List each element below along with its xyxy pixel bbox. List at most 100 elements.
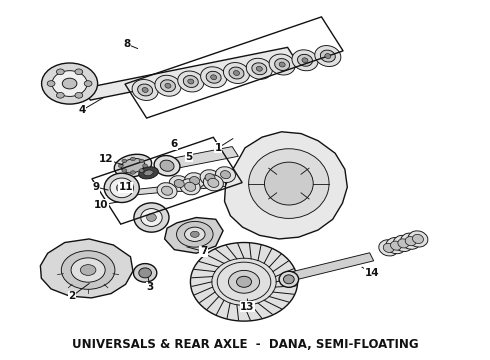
Ellipse shape — [203, 175, 223, 191]
Ellipse shape — [297, 54, 313, 66]
Ellipse shape — [320, 50, 335, 62]
Text: 4: 4 — [78, 105, 85, 115]
Ellipse shape — [413, 234, 423, 243]
Ellipse shape — [265, 162, 313, 205]
Text: 2: 2 — [69, 291, 75, 301]
Ellipse shape — [398, 239, 409, 248]
Circle shape — [47, 81, 55, 86]
Ellipse shape — [315, 46, 341, 67]
Ellipse shape — [183, 76, 198, 87]
Ellipse shape — [401, 233, 420, 249]
Text: 13: 13 — [240, 302, 255, 312]
Ellipse shape — [160, 160, 174, 171]
Text: 3: 3 — [147, 282, 154, 292]
Polygon shape — [282, 253, 374, 282]
Ellipse shape — [52, 71, 87, 96]
Ellipse shape — [220, 171, 230, 179]
Ellipse shape — [162, 186, 172, 195]
Ellipse shape — [200, 170, 220, 185]
Ellipse shape — [180, 179, 200, 195]
Ellipse shape — [71, 258, 105, 282]
Ellipse shape — [188, 79, 194, 84]
Ellipse shape — [228, 270, 260, 293]
Ellipse shape — [205, 174, 215, 182]
Text: 11: 11 — [119, 182, 133, 192]
Polygon shape — [165, 217, 223, 253]
Circle shape — [143, 164, 147, 167]
Ellipse shape — [391, 241, 401, 250]
Polygon shape — [224, 132, 347, 239]
Ellipse shape — [279, 271, 298, 287]
Polygon shape — [173, 147, 238, 168]
Ellipse shape — [292, 50, 318, 71]
Ellipse shape — [190, 176, 199, 185]
Text: 8: 8 — [123, 39, 131, 49]
Ellipse shape — [223, 63, 249, 84]
Circle shape — [139, 159, 144, 163]
Ellipse shape — [169, 176, 189, 192]
Ellipse shape — [405, 237, 416, 246]
Circle shape — [75, 69, 83, 75]
Ellipse shape — [139, 167, 158, 179]
Ellipse shape — [110, 178, 133, 198]
Text: 12: 12 — [99, 154, 113, 164]
Ellipse shape — [248, 149, 329, 219]
Ellipse shape — [208, 178, 219, 188]
Ellipse shape — [139, 268, 151, 278]
Ellipse shape — [134, 203, 169, 232]
Ellipse shape — [114, 154, 151, 177]
Ellipse shape — [252, 63, 267, 75]
Ellipse shape — [142, 87, 148, 93]
Ellipse shape — [121, 158, 145, 173]
Text: 10: 10 — [94, 200, 108, 210]
Ellipse shape — [325, 54, 331, 58]
Ellipse shape — [211, 75, 217, 80]
Ellipse shape — [154, 156, 180, 176]
Ellipse shape — [176, 221, 213, 247]
Ellipse shape — [165, 83, 171, 88]
Text: 6: 6 — [171, 139, 178, 149]
Ellipse shape — [185, 173, 205, 189]
Ellipse shape — [200, 67, 227, 88]
Ellipse shape — [275, 59, 290, 71]
Ellipse shape — [157, 183, 177, 199]
Ellipse shape — [233, 71, 240, 76]
Ellipse shape — [104, 173, 139, 203]
Text: 14: 14 — [365, 268, 379, 278]
Ellipse shape — [132, 80, 158, 100]
Text: 7: 7 — [200, 247, 207, 256]
Polygon shape — [83, 48, 295, 100]
Ellipse shape — [155, 75, 181, 96]
Ellipse shape — [191, 243, 297, 321]
Ellipse shape — [279, 62, 285, 67]
Ellipse shape — [62, 78, 77, 89]
Ellipse shape — [408, 231, 428, 247]
Circle shape — [122, 169, 127, 172]
Circle shape — [118, 164, 123, 167]
Circle shape — [139, 169, 144, 172]
Ellipse shape — [216, 167, 236, 183]
Ellipse shape — [269, 54, 295, 75]
Ellipse shape — [116, 183, 127, 192]
Ellipse shape — [160, 80, 175, 92]
Circle shape — [130, 171, 135, 174]
Ellipse shape — [133, 264, 157, 282]
Text: 5: 5 — [185, 152, 193, 162]
Ellipse shape — [393, 235, 413, 252]
Ellipse shape — [386, 238, 406, 254]
Text: 1: 1 — [215, 143, 222, 153]
Circle shape — [130, 157, 135, 161]
Ellipse shape — [147, 213, 156, 221]
Circle shape — [122, 159, 127, 163]
Ellipse shape — [206, 71, 221, 83]
Ellipse shape — [191, 231, 199, 237]
Ellipse shape — [178, 71, 204, 92]
Ellipse shape — [144, 170, 153, 176]
Ellipse shape — [185, 182, 196, 191]
Text: UNIVERSALS & REAR AXLE  -  DANA, SEMI-FLOATING: UNIVERSALS & REAR AXLE - DANA, SEMI-FLOA… — [72, 338, 418, 351]
Ellipse shape — [302, 58, 308, 63]
Ellipse shape — [138, 84, 152, 96]
Ellipse shape — [383, 243, 394, 252]
Ellipse shape — [174, 180, 184, 188]
Text: 9: 9 — [93, 182, 100, 192]
